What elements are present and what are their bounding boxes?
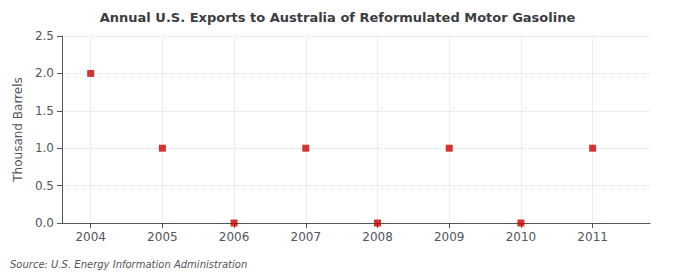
svg-text:0.0: 0.0 <box>35 216 54 230</box>
svg-text:2007: 2007 <box>291 230 322 244</box>
svg-text:2011: 2011 <box>577 230 608 244</box>
svg-text:1.5: 1.5 <box>35 104 54 118</box>
svg-text:2010: 2010 <box>506 230 537 244</box>
svg-text:2.0: 2.0 <box>35 66 54 80</box>
svg-text:Source: U.S. Energy Informatio: Source: U.S. Energy Information Administ… <box>10 259 247 270</box>
svg-text:2009: 2009 <box>434 230 465 244</box>
svg-text:2005: 2005 <box>147 230 178 244</box>
svg-text:1.0: 1.0 <box>35 141 54 155</box>
svg-text:Thousand Barrels: Thousand Barrels <box>11 77 25 182</box>
svg-text:Annual U.S. Exports to Austral: Annual U.S. Exports to Australia of Refo… <box>100 10 576 25</box>
svg-text:2004: 2004 <box>75 230 106 244</box>
svg-text:2006: 2006 <box>219 230 250 244</box>
svg-text:2.5: 2.5 <box>35 29 54 43</box>
svg-text:2008: 2008 <box>362 230 393 244</box>
svg-text:0.5: 0.5 <box>35 179 54 193</box>
